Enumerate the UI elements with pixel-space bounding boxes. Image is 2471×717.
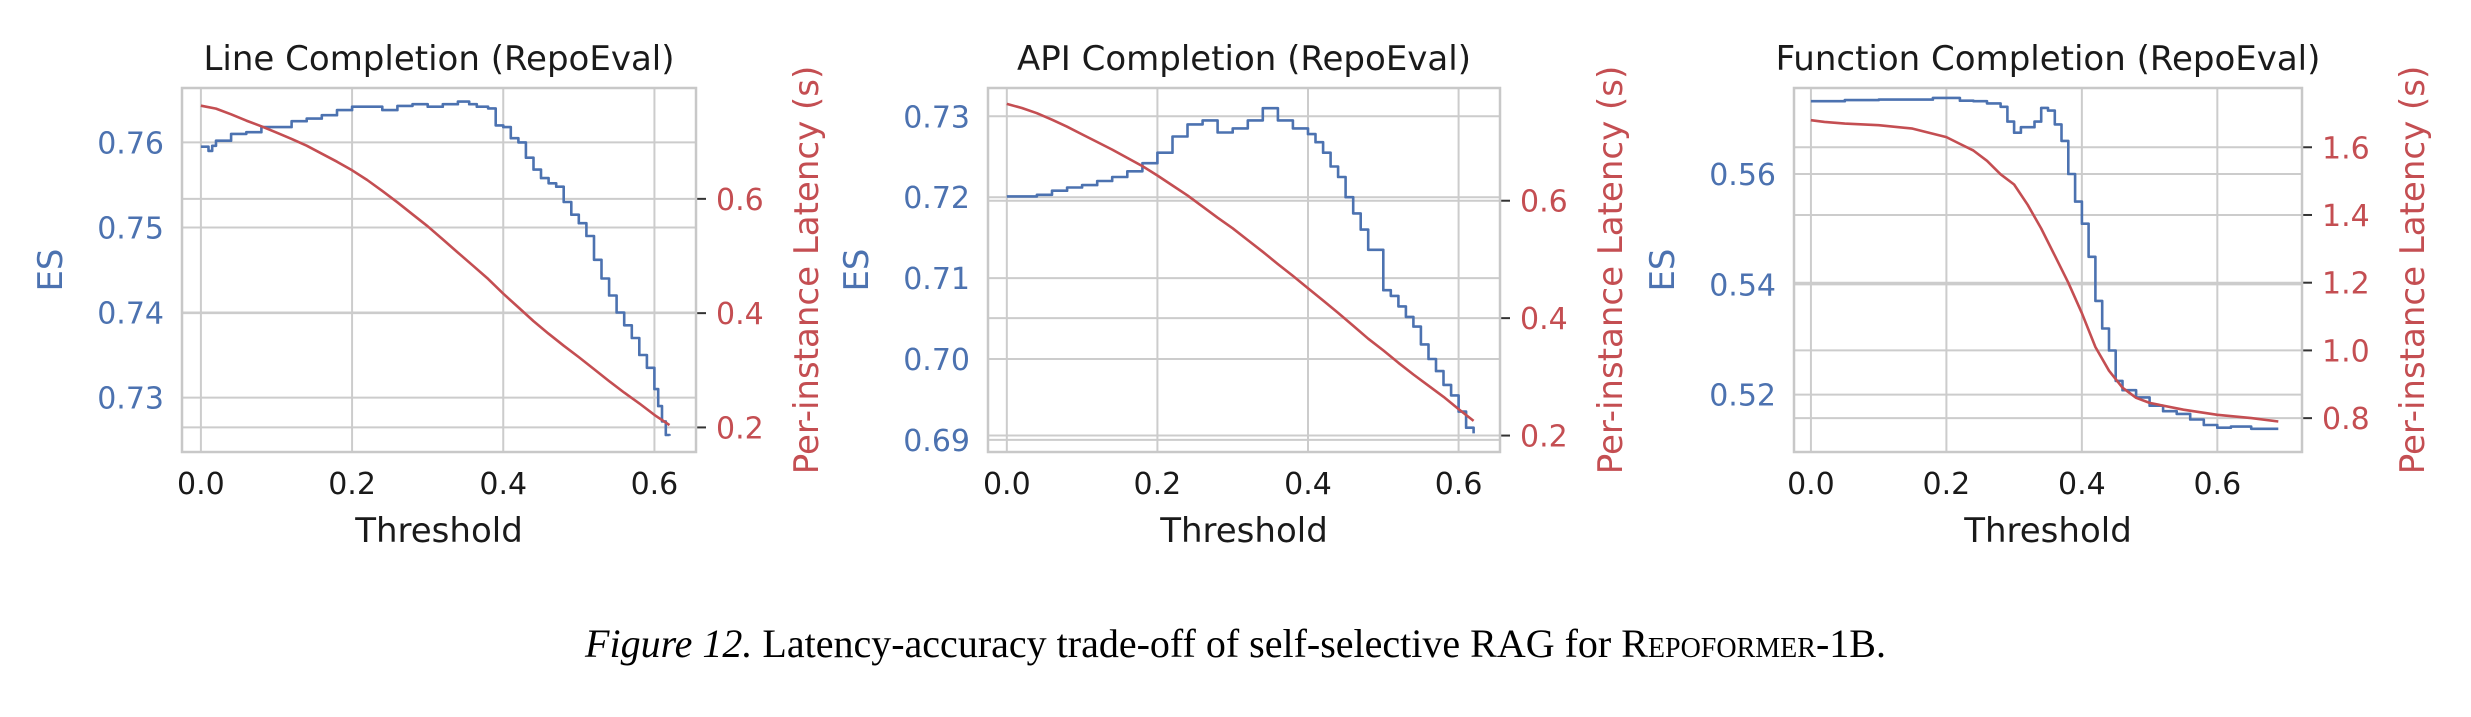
- y2-tick-label: 0.4: [1520, 302, 1568, 337]
- y-tick-label: 0.52: [1709, 379, 1776, 414]
- y-tick-label: 0.71: [903, 262, 970, 297]
- chart-panel-2: 0.0 0.2 0.4 0.6 0.69 0.70 0.71 0.72 0.73 0.2 0.4 0.…: [837, 39, 1631, 551]
- es-series-line: [1006, 106, 1475, 434]
- chart-title: API Completion (RepoEval): [1017, 39, 1471, 79]
- latency-series-line: [200, 104, 671, 427]
- x-tick-label: 0.6: [1435, 467, 1483, 502]
- y2-tick-label: 1.0: [2322, 334, 2370, 369]
- y2-tick-label: 0.4: [716, 297, 764, 332]
- y-tick-label: 0.75: [97, 211, 164, 246]
- chart-panel-1: 0.0 0.2 0.4 0.6 0.73 0.74 0.75 0.76 0.2 0.4 0.6 Lin…: [31, 39, 827, 551]
- x-tick-label: 0.0: [177, 467, 225, 502]
- x-tick-label: 0.4: [2058, 467, 2106, 502]
- x-tick-label: 0.6: [2193, 467, 2241, 502]
- y-tick-label: 0.69: [903, 424, 970, 459]
- y2-tick-label: 1.2: [2322, 267, 2370, 302]
- y2-axis-label: Per-instance Latency (s): [2393, 66, 2433, 475]
- es-series-line: [200, 100, 671, 437]
- y-axis-label: ES: [837, 248, 877, 291]
- x-axis-label: Threshold: [354, 511, 523, 551]
- y2-tick-label: 0.6: [1520, 185, 1568, 220]
- y2-axis-label: Per-instance Latency (s): [1591, 66, 1631, 475]
- y-tick-label: 0.72: [903, 181, 970, 216]
- chart-title: Line Completion (RepoEval): [203, 39, 674, 79]
- chart-panel-3: 0.0 0.2 0.4 0.6 0.52 0.54 0.56 0.8 1.0 1.2 1.4 1.6 F…: [1643, 39, 2433, 551]
- y-axis-label: ES: [31, 248, 71, 291]
- latency-series-line: [1810, 118, 2279, 423]
- y-tick-label: 0.73: [97, 382, 164, 417]
- y2-tick-label: 0.6: [716, 183, 764, 218]
- x-tick-label: 0.2: [328, 467, 376, 502]
- x-tick-label: 0.6: [631, 467, 679, 502]
- x-tick-label: 0.4: [1284, 467, 1332, 502]
- plot-area: [1794, 88, 2302, 452]
- x-tick-label: 0.0: [983, 467, 1031, 502]
- y-tick-label: 0.70: [903, 343, 970, 378]
- y-tick-label: 0.74: [97, 297, 164, 332]
- caption-figure-number: Figure 12.: [585, 621, 753, 666]
- plot-frame: [180, 86, 698, 454]
- plot-area: [988, 88, 1500, 452]
- es-series-line: [1810, 96, 2279, 431]
- x-tick-label: 0.0: [1787, 467, 1835, 502]
- y-axis-label: ES: [1643, 248, 1683, 291]
- caption-model-name: Repoformer: [1621, 621, 1816, 666]
- plot-area: [182, 88, 696, 452]
- x-axis-label: Threshold: [1963, 511, 2132, 551]
- caption-text: Latency-accuracy trade-off of self-selec…: [762, 621, 1612, 666]
- plot-frame: [1792, 86, 2304, 454]
- y2-tick-label: 1.4: [2322, 199, 2370, 234]
- chart-title: Function Completion (RepoEval): [1776, 39, 2321, 79]
- x-tick-label: 0.2: [1923, 467, 1971, 502]
- y2-tick-label: 1.6: [2322, 131, 2370, 166]
- y2-axis-label: Per-instance Latency (s): [787, 66, 827, 475]
- y2-tick-label: 0.2: [1520, 420, 1568, 455]
- y-tick-label: 0.76: [97, 126, 164, 161]
- x-tick-label: 0.4: [479, 467, 527, 502]
- y-tick-label: 0.56: [1709, 158, 1776, 193]
- y2-tick-label: 0.8: [2322, 402, 2370, 437]
- x-axis-label: Threshold: [1159, 511, 1328, 551]
- figure-caption: Figure 12. Latency-accuracy trade-off of…: [0, 620, 2471, 667]
- y-tick-label: 0.54: [1709, 268, 1776, 303]
- caption-model-suffix: -1B.: [1815, 621, 1886, 666]
- x-tick-label: 0.2: [1134, 467, 1182, 502]
- plot-frame: [986, 86, 1502, 454]
- latency-series-line: [1006, 102, 1475, 422]
- y-tick-label: 0.73: [903, 100, 970, 135]
- y2-tick-label: 0.2: [716, 411, 764, 446]
